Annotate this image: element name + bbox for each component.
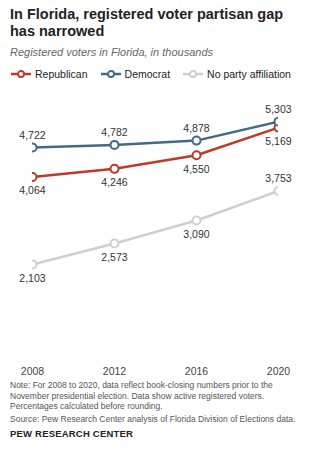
html-text:Democrat: Democrat <box>124 68 171 80</box>
svg-text:2,103: 2,103 <box>19 272 45 284</box>
html-text:Republican: Republican <box>35 68 88 80</box>
html-text:Registered voters in Florida,: Registered voters in Florida, in thousan… <box>10 46 213 58</box>
svg-text:4,878: 4,878 <box>183 122 209 134</box>
svg-text:4,782: 4,782 <box>101 126 127 138</box>
svg-text:5,169: 5,169 <box>265 135 291 147</box>
svg-text:5,303: 5,303 <box>265 103 291 115</box>
svg-text:4,722: 4,722 <box>19 129 45 141</box>
svg-text:2008: 2008 <box>21 365 45 377</box>
svg-text:2016: 2016 <box>185 365 209 377</box>
html-text:Note: For 2008 to 2020, data r: Note: For 2008 to 2020, data reflect boo… <box>10 380 273 411</box>
svg-text:4,246: 4,246 <box>101 176 127 188</box>
svg-text:4,550: 4,550 <box>183 163 209 175</box>
svg-text:2,573: 2,573 <box>101 251 127 263</box>
svg-text:3,753: 3,753 <box>265 172 291 184</box>
svg-text:2012: 2012 <box>103 365 127 377</box>
html-text:PEW RESEARCH CENTER: PEW RESEARCH CENTER <box>10 428 134 439</box>
html-text:Source: Pew Research Center an: Source: Pew Research Center analysis of … <box>10 413 296 424</box>
svg-text:4,064: 4,064 <box>19 184 45 196</box>
svg-text:3,090: 3,090 <box>183 228 209 240</box>
html-text:In Florida, registered voter p: In Florida, registered voter partisan ga… <box>10 6 284 39</box>
svg-text:2020: 2020 <box>267 365 291 377</box>
html-text:No party affiliation: No party affiliation <box>207 68 291 80</box>
